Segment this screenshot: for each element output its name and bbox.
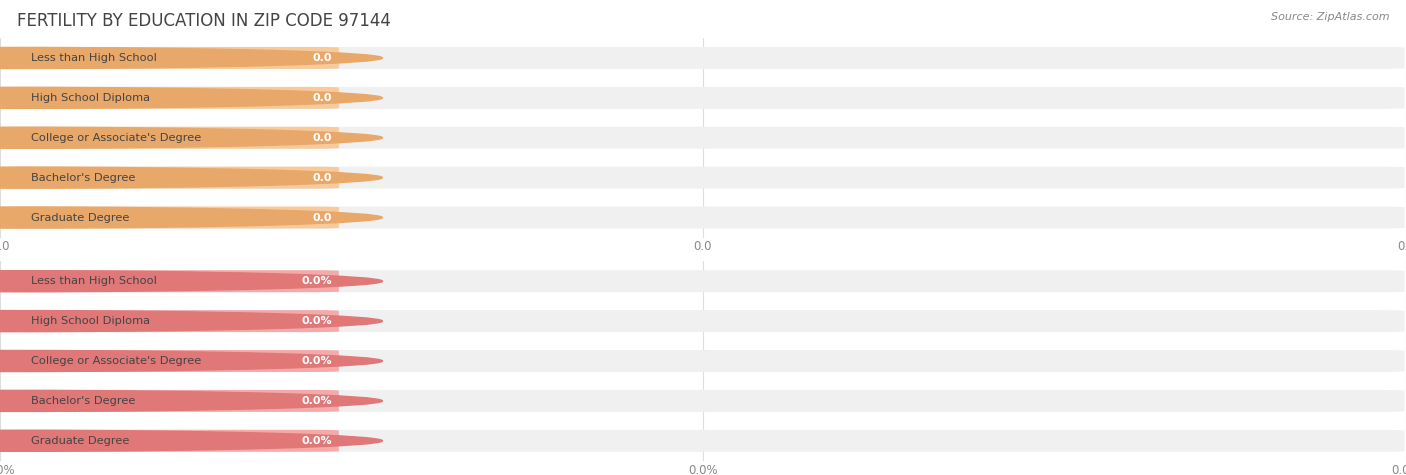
FancyBboxPatch shape: [1, 207, 339, 228]
FancyBboxPatch shape: [1, 270, 339, 292]
Circle shape: [0, 311, 382, 332]
FancyBboxPatch shape: [1, 430, 339, 452]
Circle shape: [0, 127, 382, 148]
Text: Graduate Degree: Graduate Degree: [31, 212, 129, 223]
FancyBboxPatch shape: [1, 127, 1405, 149]
Text: 0.0: 0.0: [312, 93, 332, 103]
FancyBboxPatch shape: [1, 167, 339, 189]
Text: 0.0: 0.0: [312, 172, 332, 183]
Text: Graduate Degree: Graduate Degree: [31, 436, 129, 446]
FancyBboxPatch shape: [1, 167, 1405, 189]
Text: College or Associate's Degree: College or Associate's Degree: [31, 133, 201, 143]
Text: Source: ZipAtlas.com: Source: ZipAtlas.com: [1271, 12, 1389, 22]
FancyBboxPatch shape: [1, 127, 339, 149]
FancyBboxPatch shape: [1, 430, 1405, 452]
Text: Less than High School: Less than High School: [31, 53, 157, 63]
Text: 0.0: 0.0: [312, 133, 332, 143]
Text: 0.0%: 0.0%: [301, 436, 332, 446]
Circle shape: [0, 271, 382, 292]
FancyBboxPatch shape: [1, 390, 339, 412]
Text: College or Associate's Degree: College or Associate's Degree: [31, 356, 201, 366]
Text: High School Diploma: High School Diploma: [31, 316, 150, 326]
Circle shape: [0, 167, 382, 188]
Text: 0.0: 0.0: [312, 53, 332, 63]
Circle shape: [0, 48, 382, 68]
FancyBboxPatch shape: [1, 47, 1405, 69]
FancyBboxPatch shape: [1, 350, 339, 372]
FancyBboxPatch shape: [1, 47, 339, 69]
Text: FERTILITY BY EDUCATION IN ZIP CODE 97144: FERTILITY BY EDUCATION IN ZIP CODE 97144: [17, 12, 391, 30]
Circle shape: [0, 207, 382, 228]
FancyBboxPatch shape: [1, 270, 1405, 292]
FancyBboxPatch shape: [1, 207, 1405, 228]
FancyBboxPatch shape: [1, 390, 1405, 412]
Circle shape: [0, 87, 382, 108]
Text: 0.0: 0.0: [312, 212, 332, 223]
FancyBboxPatch shape: [1, 87, 1405, 109]
Text: Bachelor's Degree: Bachelor's Degree: [31, 396, 135, 406]
Circle shape: [0, 390, 382, 411]
Text: 0.0%: 0.0%: [301, 276, 332, 286]
Text: High School Diploma: High School Diploma: [31, 93, 150, 103]
Text: Less than High School: Less than High School: [31, 276, 157, 286]
Circle shape: [0, 430, 382, 451]
Text: 0.0%: 0.0%: [301, 396, 332, 406]
FancyBboxPatch shape: [1, 310, 339, 332]
FancyBboxPatch shape: [1, 350, 1405, 372]
FancyBboxPatch shape: [1, 310, 1405, 332]
Circle shape: [0, 351, 382, 371]
Text: 0.0%: 0.0%: [301, 356, 332, 366]
FancyBboxPatch shape: [1, 87, 339, 109]
Text: Bachelor's Degree: Bachelor's Degree: [31, 172, 135, 183]
Text: 0.0%: 0.0%: [301, 316, 332, 326]
